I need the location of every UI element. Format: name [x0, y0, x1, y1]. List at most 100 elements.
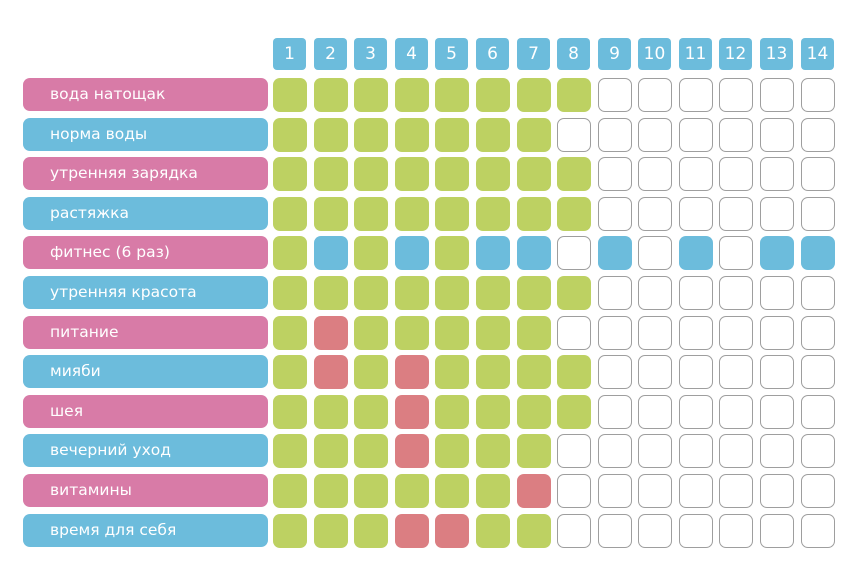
habit-cell-green[interactable] — [354, 513, 388, 548]
habit-cell-green[interactable] — [314, 275, 348, 310]
habit-cell-red[interactable] — [395, 513, 429, 548]
habit-cell-empty[interactable] — [719, 433, 753, 468]
habit-cell-empty[interactable] — [679, 117, 713, 152]
habit-cell-empty[interactable] — [679, 473, 713, 508]
habit-cell-empty[interactable] — [719, 354, 753, 389]
habit-cell-green[interactable] — [395, 196, 429, 231]
habit-cell-green[interactable] — [314, 394, 348, 429]
habit-cell-empty[interactable] — [557, 473, 591, 508]
habit-cell-green[interactable] — [354, 117, 388, 152]
habit-cell-empty[interactable] — [679, 77, 713, 112]
habit-cell-empty[interactable] — [801, 394, 835, 429]
habit-cell-empty[interactable] — [719, 473, 753, 508]
habit-cell-empty[interactable] — [638, 275, 672, 310]
habit-cell-empty[interactable] — [598, 156, 632, 191]
habit-cell-green[interactable] — [435, 156, 469, 191]
habit-cell-blue[interactable] — [314, 235, 348, 270]
habit-cell-empty[interactable] — [719, 275, 753, 310]
habit-cell-empty[interactable] — [801, 196, 835, 231]
habit-cell-green[interactable] — [517, 156, 551, 191]
habit-cell-blue[interactable] — [395, 235, 429, 270]
habit-cell-green[interactable] — [476, 196, 510, 231]
habit-cell-empty[interactable] — [679, 433, 713, 468]
habit-cell-red[interactable] — [314, 315, 348, 350]
habit-cell-green[interactable] — [557, 275, 591, 310]
habit-cell-green[interactable] — [435, 433, 469, 468]
habit-cell-empty[interactable] — [719, 235, 753, 270]
habit-cell-green[interactable] — [557, 196, 591, 231]
habit-cell-empty[interactable] — [679, 275, 713, 310]
habit-cell-empty[interactable] — [679, 196, 713, 231]
habit-cell-empty[interactable] — [598, 473, 632, 508]
habit-cell-empty[interactable] — [719, 315, 753, 350]
habit-cell-green[interactable] — [476, 77, 510, 112]
habit-cell-green[interactable] — [435, 275, 469, 310]
habit-cell-green[interactable] — [273, 235, 307, 270]
habit-cell-green[interactable] — [314, 117, 348, 152]
habit-cell-green[interactable] — [517, 354, 551, 389]
habit-cell-empty[interactable] — [760, 433, 794, 468]
habit-cell-red[interactable] — [435, 513, 469, 548]
habit-cell-green[interactable] — [354, 354, 388, 389]
habit-cell-empty[interactable] — [801, 513, 835, 548]
habit-cell-blue[interactable] — [801, 235, 835, 270]
habit-cell-empty[interactable] — [801, 433, 835, 468]
habit-cell-green[interactable] — [517, 433, 551, 468]
habit-cell-blue[interactable] — [679, 235, 713, 270]
habit-cell-empty[interactable] — [679, 156, 713, 191]
habit-cell-green[interactable] — [557, 394, 591, 429]
habit-cell-green[interactable] — [273, 473, 307, 508]
habit-cell-green[interactable] — [517, 117, 551, 152]
habit-cell-empty[interactable] — [638, 77, 672, 112]
habit-cell-empty[interactable] — [598, 275, 632, 310]
habit-cell-green[interactable] — [354, 196, 388, 231]
habit-cell-green[interactable] — [354, 473, 388, 508]
habit-cell-empty[interactable] — [557, 433, 591, 468]
habit-cell-empty[interactable] — [760, 156, 794, 191]
habit-cell-green[interactable] — [395, 156, 429, 191]
habit-cell-empty[interactable] — [679, 513, 713, 548]
habit-cell-green[interactable] — [476, 513, 510, 548]
habit-cell-empty[interactable] — [598, 315, 632, 350]
habit-cell-empty[interactable] — [760, 394, 794, 429]
habit-cell-empty[interactable] — [638, 235, 672, 270]
habit-cell-green[interactable] — [273, 513, 307, 548]
habit-cell-empty[interactable] — [638, 433, 672, 468]
habit-cell-empty[interactable] — [760, 315, 794, 350]
habit-cell-green[interactable] — [273, 156, 307, 191]
habit-cell-empty[interactable] — [557, 117, 591, 152]
habit-cell-empty[interactable] — [760, 117, 794, 152]
habit-cell-green[interactable] — [476, 117, 510, 152]
habit-cell-empty[interactable] — [638, 354, 672, 389]
habit-cell-empty[interactable] — [598, 513, 632, 548]
habit-cell-red[interactable] — [395, 394, 429, 429]
habit-cell-green[interactable] — [517, 513, 551, 548]
habit-cell-green[interactable] — [435, 473, 469, 508]
habit-cell-empty[interactable] — [760, 513, 794, 548]
habit-cell-green[interactable] — [314, 433, 348, 468]
habit-cell-blue[interactable] — [517, 235, 551, 270]
habit-cell-empty[interactable] — [719, 156, 753, 191]
habit-cell-empty[interactable] — [557, 315, 591, 350]
habit-cell-green[interactable] — [314, 473, 348, 508]
habit-cell-green[interactable] — [435, 196, 469, 231]
habit-cell-green[interactable] — [476, 275, 510, 310]
habit-cell-empty[interactable] — [719, 394, 753, 429]
habit-cell-green[interactable] — [517, 77, 551, 112]
habit-cell-empty[interactable] — [719, 117, 753, 152]
habit-cell-green[interactable] — [314, 513, 348, 548]
habit-cell-green[interactable] — [314, 156, 348, 191]
habit-cell-green[interactable] — [273, 394, 307, 429]
habit-cell-green[interactable] — [476, 156, 510, 191]
habit-cell-red[interactable] — [517, 473, 551, 508]
habit-cell-green[interactable] — [557, 156, 591, 191]
habit-cell-empty[interactable] — [719, 513, 753, 548]
habit-cell-empty[interactable] — [598, 77, 632, 112]
habit-cell-empty[interactable] — [598, 196, 632, 231]
habit-cell-green[interactable] — [476, 394, 510, 429]
habit-cell-empty[interactable] — [679, 315, 713, 350]
habit-cell-green[interactable] — [476, 473, 510, 508]
habit-cell-empty[interactable] — [760, 196, 794, 231]
habit-cell-green[interactable] — [395, 117, 429, 152]
habit-cell-green[interactable] — [476, 354, 510, 389]
